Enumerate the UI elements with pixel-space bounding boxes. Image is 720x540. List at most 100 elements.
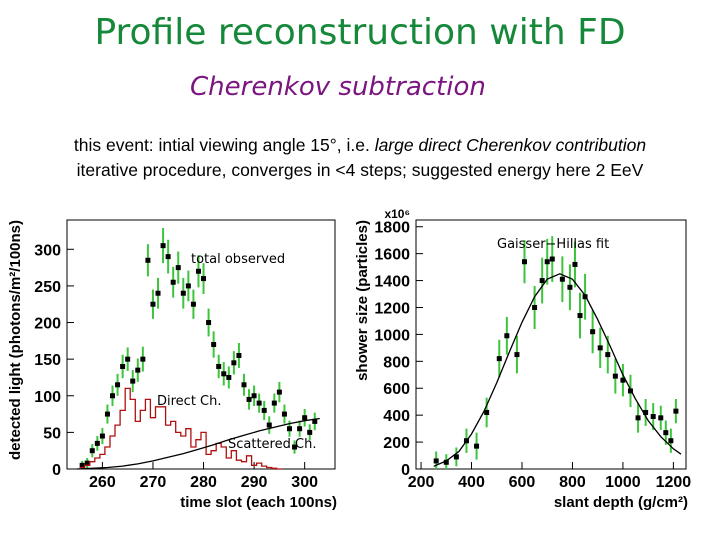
data-point xyxy=(231,360,237,366)
data-point xyxy=(281,411,287,417)
data-point xyxy=(160,243,166,249)
y-multiplier-label: x10⁶ xyxy=(384,207,410,221)
data-point xyxy=(474,443,480,449)
data-point xyxy=(94,440,100,446)
data-point xyxy=(597,345,603,351)
data-point xyxy=(190,301,196,307)
y-tick-label: 200 xyxy=(383,435,410,452)
data-point xyxy=(241,382,247,388)
data-point xyxy=(544,259,550,265)
slide-title: Profile reconstruction with FD xyxy=(94,12,626,53)
data-point xyxy=(216,363,222,369)
data-point xyxy=(522,259,528,265)
data-point xyxy=(99,433,105,439)
y-tick-label: 600 xyxy=(383,381,410,398)
data-point xyxy=(312,418,318,424)
data-point xyxy=(504,333,510,339)
y-tick-label: 250 xyxy=(34,279,61,296)
y-tick-label: 300 xyxy=(34,242,61,259)
x-axis-label: time slot (each 100ns) xyxy=(180,494,337,511)
series-line xyxy=(79,387,282,470)
x-tick-label: 200 xyxy=(408,474,435,491)
data-point xyxy=(120,363,126,369)
description-line-2: iterative procedure, converges in <4 ste… xyxy=(76,160,644,180)
y-tick-label: 400 xyxy=(383,408,410,425)
y-tick-label: 1600 xyxy=(374,247,410,264)
data-point xyxy=(567,284,573,290)
data-point xyxy=(496,356,502,362)
data-point xyxy=(549,256,555,262)
data-point xyxy=(246,396,252,402)
data-point xyxy=(271,400,277,406)
data-point xyxy=(206,320,212,326)
y-axis-label: shower size (particles) xyxy=(354,220,371,381)
y-tick-label: 150 xyxy=(34,352,61,369)
data-point xyxy=(140,356,146,362)
y-tick-label: 1200 xyxy=(374,300,410,317)
data-point xyxy=(658,415,664,421)
charts-canvas: 0 50 100 150 200 250 300 260 270 280 290 300 time sl… xyxy=(7,207,691,511)
data-point xyxy=(165,254,171,260)
data-point xyxy=(236,352,242,358)
data-point xyxy=(175,265,181,271)
x-tick-label: 800 xyxy=(559,474,586,491)
plot-frame xyxy=(415,219,687,470)
data-point xyxy=(443,459,449,465)
data-point xyxy=(180,290,186,296)
series-line xyxy=(77,417,320,470)
y-axis-label: detected light (photons/m²/100ns) xyxy=(7,220,24,460)
data-point xyxy=(433,458,439,464)
data-point xyxy=(453,454,459,460)
data-point xyxy=(226,374,232,380)
left-chart: 0 50 100 150 200 250 300 260 270 280 290 300 time sl… xyxy=(7,219,337,511)
y-tick-label: 50 xyxy=(43,425,61,442)
x-tick-label: 260 xyxy=(89,474,116,491)
data-point xyxy=(211,342,217,347)
y-tick-label: 800 xyxy=(383,354,410,371)
data-point xyxy=(84,460,90,466)
y-tick-label: 1800 xyxy=(374,220,410,237)
data-point xyxy=(79,462,85,468)
data-point xyxy=(195,268,201,274)
data-point xyxy=(484,409,490,415)
data-point xyxy=(185,283,191,289)
series-line xyxy=(433,273,682,467)
data-point xyxy=(261,407,267,413)
data-point xyxy=(125,356,131,362)
data-point xyxy=(292,444,298,450)
data-point xyxy=(673,408,679,414)
data-point xyxy=(605,352,611,358)
slide-subtitle: Cherenkov subtraction xyxy=(190,72,486,102)
data-point xyxy=(650,414,656,420)
plot-frame xyxy=(66,219,336,470)
chart-annotation: total observed xyxy=(191,252,285,267)
data-point xyxy=(201,276,207,282)
data-point xyxy=(150,301,156,307)
description-line-1-text: this event: intial viewing angle 15°, i.… xyxy=(73,135,375,155)
data-point xyxy=(627,388,633,394)
y-tick-label: 1400 xyxy=(374,274,410,291)
data-point xyxy=(577,313,583,319)
data-point xyxy=(155,290,161,296)
x-tick-label: 300 xyxy=(291,474,318,491)
x-tick-label: 600 xyxy=(509,474,536,491)
data-point xyxy=(663,430,669,436)
x-tick-label: 1000 xyxy=(605,474,641,491)
data-point xyxy=(514,352,520,358)
data-point xyxy=(170,279,176,285)
data-point xyxy=(135,367,141,373)
data-point xyxy=(302,415,308,421)
data-point xyxy=(104,411,110,417)
data-point xyxy=(612,373,618,379)
data-point xyxy=(115,382,121,388)
x-tick-label: 280 xyxy=(190,474,217,491)
data-point xyxy=(668,438,674,444)
data-point xyxy=(89,448,95,454)
x-axis-label: slant depth (g/cm²) xyxy=(554,494,688,511)
y-tick-label: 200 xyxy=(34,316,61,333)
data-point xyxy=(130,378,136,384)
data-point xyxy=(643,409,649,415)
data-point xyxy=(635,415,641,421)
chart-annotation: Gaisser−Hillas fit xyxy=(497,237,609,252)
